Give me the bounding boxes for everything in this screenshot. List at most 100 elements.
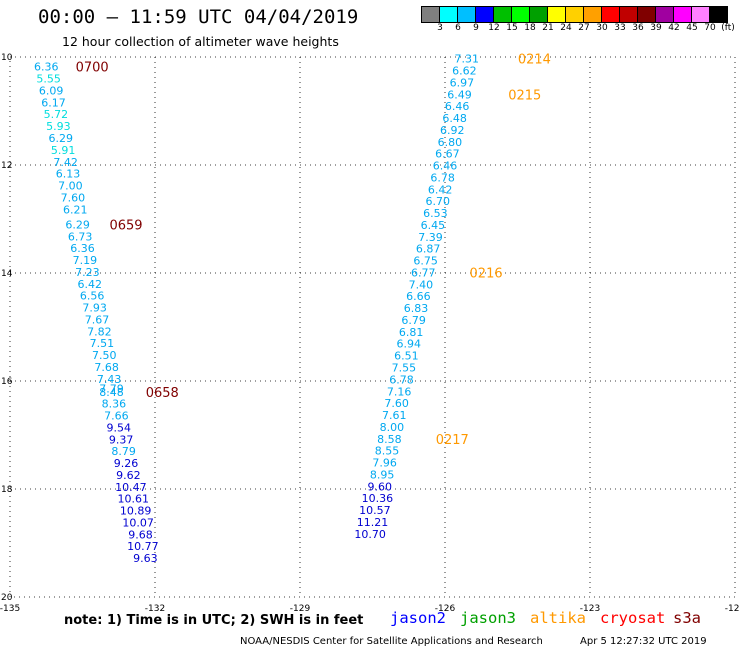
- pass-time-label: 0217: [436, 433, 469, 448]
- wave-height-value: 6.79: [401, 314, 426, 327]
- wave-height-value: 5.93: [46, 120, 71, 133]
- wave-height-value: 6.48: [442, 112, 467, 125]
- wave-height-value: 7.60: [61, 191, 86, 204]
- wave-height-value: 8.00: [380, 421, 405, 434]
- wave-height-value: 10.07: [122, 516, 154, 529]
- wave-height-value: 6.78: [430, 171, 455, 184]
- wave-height-value: 6.62: [452, 65, 477, 78]
- wave-height-value: 9.68: [128, 528, 153, 541]
- lat-tick-label: 20: [1, 593, 13, 603]
- generated-timestamp: Apr 5 12:27:32 UTC 2019: [580, 636, 707, 647]
- wave-height-value: 6.17: [41, 96, 66, 109]
- wave-height-value: 6.49: [447, 88, 472, 101]
- wave-height-value: 6.73: [68, 230, 93, 243]
- wave-height-value: 6.36: [70, 242, 95, 255]
- color-scale-label: 24: [560, 23, 572, 33]
- wave-height-value: 5.55: [36, 73, 61, 86]
- color-scale-label: 6: [455, 23, 461, 33]
- wave-height-value: 8.48: [99, 386, 124, 399]
- lon-tick-label: -120: [725, 604, 740, 614]
- wave-height-value: 6.51: [394, 350, 419, 363]
- color-scale-label: 12: [488, 23, 500, 33]
- lat-tick-label: 14: [1, 269, 13, 279]
- wave-height-value: 7.68: [94, 361, 119, 374]
- pass-time-label: 0216: [470, 266, 503, 281]
- wave-height-value: 6.94: [397, 338, 422, 351]
- wave-height-value: 7.66: [104, 410, 129, 423]
- wave-height-value: 10.47: [115, 481, 147, 494]
- page-title: 00:00 – 11:59 UTC 04/04/2019: [38, 6, 359, 28]
- wave-height-value: 9.60: [368, 480, 393, 493]
- wave-height-value: 9.54: [107, 421, 132, 434]
- wave-height-value: 6.70: [426, 195, 451, 208]
- wave-height-value: 7.61: [382, 409, 407, 422]
- wave-height-value: 9.62: [116, 469, 141, 482]
- wave-height-value: 6.29: [65, 218, 90, 231]
- wave-height-value: 6.46: [445, 100, 470, 113]
- pass-time-label: 0658: [146, 386, 179, 401]
- legend-altika: altika: [530, 609, 586, 627]
- lon-tick-label: -132: [145, 604, 165, 614]
- color-scale-label: 3: [437, 23, 443, 33]
- wave-height-value: 7.82: [87, 325, 112, 338]
- wave-height-value: 8.36: [102, 398, 127, 411]
- wave-height-value: 10.70: [354, 528, 386, 541]
- color-scale-label: 18: [524, 23, 536, 33]
- legend-s3a: s3a: [673, 609, 701, 627]
- wave-height-value: 7.16: [387, 385, 412, 398]
- wave-height-value: 6.46: [433, 160, 458, 173]
- wave-height-value: 6.09: [39, 84, 64, 97]
- wave-height-value: 7.96: [372, 457, 397, 470]
- wave-height-value: 6.92: [440, 124, 465, 137]
- color-scale-labels: 3 6 9 12 15 18 21 24 27 30 33 36 39 42 45 70 (ft): [422, 23, 740, 37]
- wave-height-value: 5.72: [44, 108, 69, 121]
- wave-height-value: 6.56: [80, 290, 105, 303]
- wave-height-value: 7.19: [73, 254, 98, 267]
- wave-height-value: 6.80: [438, 136, 463, 149]
- wave-height-value: 6.29: [49, 132, 74, 145]
- wave-height-value: 6.13: [56, 168, 81, 181]
- color-scale-bar: [421, 6, 728, 23]
- wave-height-value: 7.42: [53, 156, 78, 169]
- color-scale-label: 21: [542, 23, 554, 33]
- lon-tick-label: -126: [435, 604, 456, 614]
- wave-height-value: 7.31: [455, 53, 480, 66]
- wave-height-value: 7.51: [90, 337, 115, 350]
- color-scale-label: 39: [650, 23, 662, 33]
- wave-height-value: 7.40: [409, 278, 434, 291]
- lon-tick-label: -123: [580, 604, 600, 614]
- color-scale-label: 30: [596, 23, 608, 33]
- wave-height-value: 6.87: [416, 243, 441, 256]
- page-subtitle: 12 hour collection of altimeter wave hei…: [62, 34, 339, 49]
- lat-tick-label: 12: [1, 161, 12, 171]
- wave-height-value: 6.36: [34, 61, 59, 74]
- wave-height-value: 6.67: [435, 148, 460, 161]
- wave-height-value: 6.83: [404, 302, 429, 315]
- credit-text: NOAA/NESDIS Center for Satellite Applica…: [240, 636, 543, 647]
- legend-jason3: jason3: [460, 609, 516, 627]
- wave-height-value: 6.75: [413, 255, 438, 268]
- lat-tick-label: 16: [1, 377, 13, 387]
- color-scale-label: 36: [632, 23, 644, 33]
- map-frame: [9, 56, 736, 598]
- wave-height-value: 10.89: [120, 505, 152, 518]
- wave-height-value: 9.63: [133, 552, 158, 565]
- wave-height-value: 9.37: [109, 433, 134, 446]
- pass-time-label: 0659: [109, 218, 142, 233]
- wave-height-value: 8.55: [375, 445, 400, 458]
- color-scale-label: 9: [473, 23, 479, 33]
- wave-height-value: 6.42: [428, 183, 453, 196]
- wave-height-value: 10.77: [127, 540, 159, 553]
- wave-height-value: 6.77: [411, 266, 436, 279]
- lat-tick-label: 18: [1, 485, 13, 495]
- wave-height-value: 9.26: [114, 457, 139, 470]
- wave-height-value: 7.50: [92, 349, 117, 362]
- pass-time-label: 0214: [518, 53, 551, 68]
- wave-height-value: 7.43: [97, 373, 122, 386]
- wave-height-value: 10.36: [362, 492, 394, 505]
- wave-height-value: 7.00: [58, 180, 83, 193]
- wave-height-value: 6.81: [399, 326, 424, 339]
- wave-height-value: 6.45: [421, 219, 446, 232]
